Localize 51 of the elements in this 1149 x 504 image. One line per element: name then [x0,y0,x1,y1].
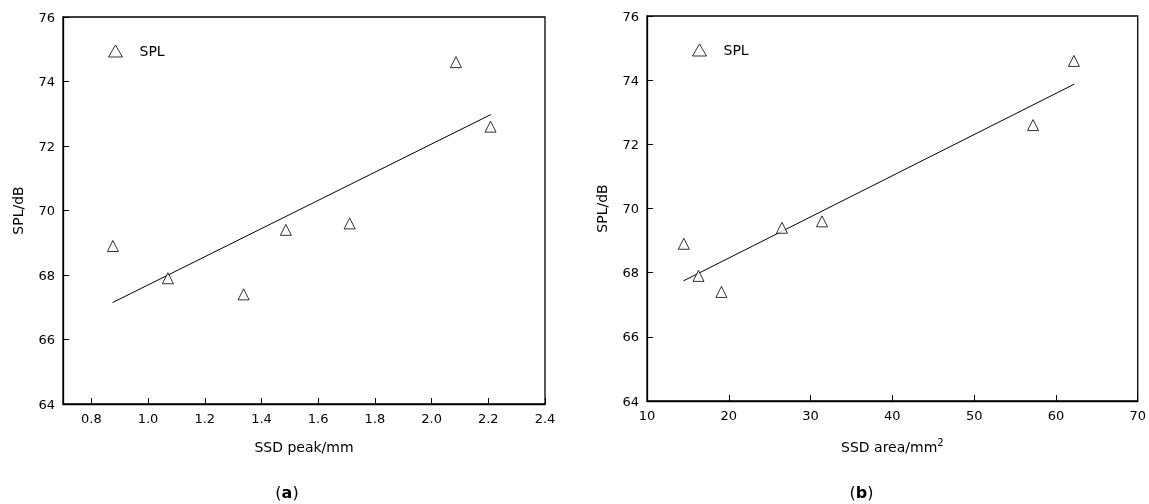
point [1067,54,1080,67]
y-tick-label: 66 [622,329,639,345]
text: (a) [275,482,299,502]
y-tick-label: 72 [38,138,55,154]
x-tick-label: 40 [884,408,901,423]
y-tick-label: 74 [622,72,639,88]
y-tick-label: 64 [38,396,55,412]
y-tick-label: 68 [38,267,55,283]
x-tick-label: 1.6 [307,411,329,426]
y-tick-label: 70 [38,203,55,218]
y-tick-label: 74 [38,74,55,89]
x-tick-label: 2.2 [477,411,499,426]
point [677,237,690,250]
x-tick-label: 50 [965,408,983,423]
point [237,288,250,301]
x-tick-label: 60 [1047,408,1065,423]
x-tick-label: 2.4 [534,411,556,426]
x-tick-label: 30 [802,408,819,423]
point [449,56,462,69]
point [106,239,119,252]
x-tick-label: 1.0 [137,411,159,426]
y-axis-title: SPL/dB [594,184,610,233]
legend-label: SPL [723,42,749,58]
point [715,285,728,298]
y-tick-label: 68 [622,265,639,281]
y-tick-label: 72 [622,136,639,152]
point [161,272,174,285]
point [816,215,829,228]
y-tick-label: 76 [38,9,55,25]
point [343,217,356,230]
y-tick-label: 76 [622,8,639,24]
y-tick-label: 64 [622,393,639,409]
y-tick-label: 70 [622,201,639,216]
text: (b) [849,482,874,502]
x-tick-label: 1.4 [251,411,272,426]
legend-label: SPL [139,43,165,59]
x-axis-title: SSD peak/mm [254,439,354,455]
x-tick-label: 10 [638,408,656,423]
x-tick-label: 0.8 [81,411,102,426]
x-tick-label: 2.0 [421,411,442,426]
x-tick-label: 20 [720,408,738,423]
point [279,223,292,236]
y-axis-title: SPL/dB [10,186,26,235]
x-tick-label: 70 [1129,408,1146,423]
point [775,221,788,234]
point [484,120,497,133]
y-tick-label: 66 [38,332,55,347]
x-tick-label: 1.2 [194,411,216,426]
point [692,269,705,282]
x-tick-label: 1.8 [364,411,386,426]
point [1027,119,1040,132]
